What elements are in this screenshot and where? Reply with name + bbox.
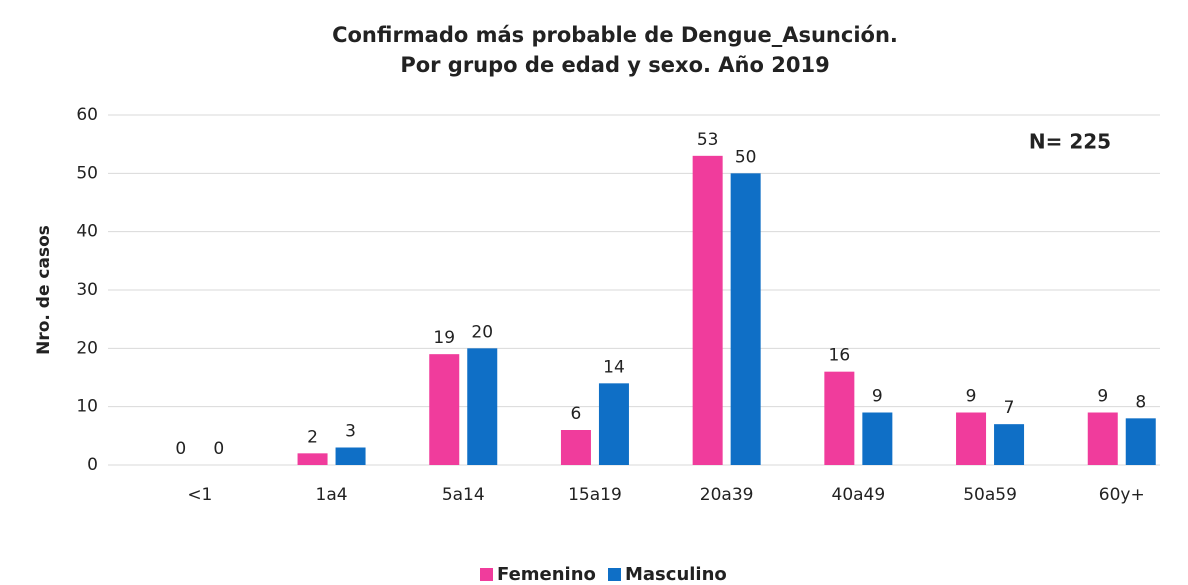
y-tick-label: 10 bbox=[76, 397, 98, 417]
value-label: 7 bbox=[1004, 398, 1015, 418]
x-tick-label: 40a49 bbox=[832, 485, 886, 505]
bar bbox=[467, 348, 498, 465]
y-tick-label: 40 bbox=[76, 222, 98, 242]
bar bbox=[862, 412, 893, 465]
y-axis-label: Nro. de casos bbox=[34, 225, 54, 355]
value-label: 14 bbox=[603, 357, 625, 377]
value-label: 50 bbox=[735, 147, 757, 167]
bar bbox=[824, 371, 855, 465]
value-label: 53 bbox=[697, 130, 719, 150]
x-tick-label: 15a19 bbox=[568, 485, 622, 505]
bar bbox=[1125, 418, 1156, 465]
bar bbox=[692, 155, 723, 466]
bar bbox=[429, 354, 460, 465]
bar bbox=[335, 447, 366, 465]
y-tick-label: 0 bbox=[87, 455, 98, 475]
bar bbox=[560, 430, 591, 465]
x-tick-label: 5a14 bbox=[442, 485, 485, 505]
legend-swatch bbox=[608, 568, 621, 581]
y-tick-label: 60 bbox=[76, 105, 98, 125]
x-tick-label: <1 bbox=[187, 485, 212, 505]
x-tick-label: 1a4 bbox=[316, 485, 348, 505]
legend-label: Femenino bbox=[497, 564, 596, 585]
value-label: 0 bbox=[175, 439, 186, 459]
value-label: 8 bbox=[1135, 392, 1146, 412]
value-label: 19 bbox=[433, 328, 455, 348]
bar bbox=[598, 383, 629, 465]
value-label: 6 bbox=[571, 404, 582, 424]
bar bbox=[994, 424, 1025, 465]
x-tick-label: 60y+ bbox=[1099, 485, 1145, 505]
y-tick-label: 20 bbox=[76, 338, 98, 358]
bar bbox=[1087, 412, 1118, 465]
value-label: 9 bbox=[966, 387, 977, 407]
value-label: 2 bbox=[307, 427, 318, 447]
x-tick-label: 50a59 bbox=[963, 485, 1017, 505]
chart-title: Confirmado más probable de Dengue_Asunci… bbox=[332, 23, 898, 47]
value-label: 9 bbox=[1097, 387, 1108, 407]
y-tick-label: 50 bbox=[76, 163, 98, 183]
chart-subtitle: Por grupo de edad y sexo. Año 2019 bbox=[400, 53, 829, 77]
value-label: 9 bbox=[872, 387, 883, 407]
value-label: 3 bbox=[345, 422, 356, 442]
bar bbox=[730, 173, 761, 466]
legend-label: Masculino bbox=[625, 564, 727, 585]
bar bbox=[297, 453, 328, 465]
annotation: N= 225 bbox=[1029, 130, 1111, 154]
value-label: 0 bbox=[213, 439, 224, 459]
bar bbox=[956, 412, 987, 465]
x-tick-label: 20a39 bbox=[700, 485, 754, 505]
value-label: 20 bbox=[471, 322, 493, 342]
legend-swatch bbox=[480, 568, 493, 581]
y-tick-label: 30 bbox=[76, 280, 98, 300]
value-label: 16 bbox=[829, 346, 851, 366]
